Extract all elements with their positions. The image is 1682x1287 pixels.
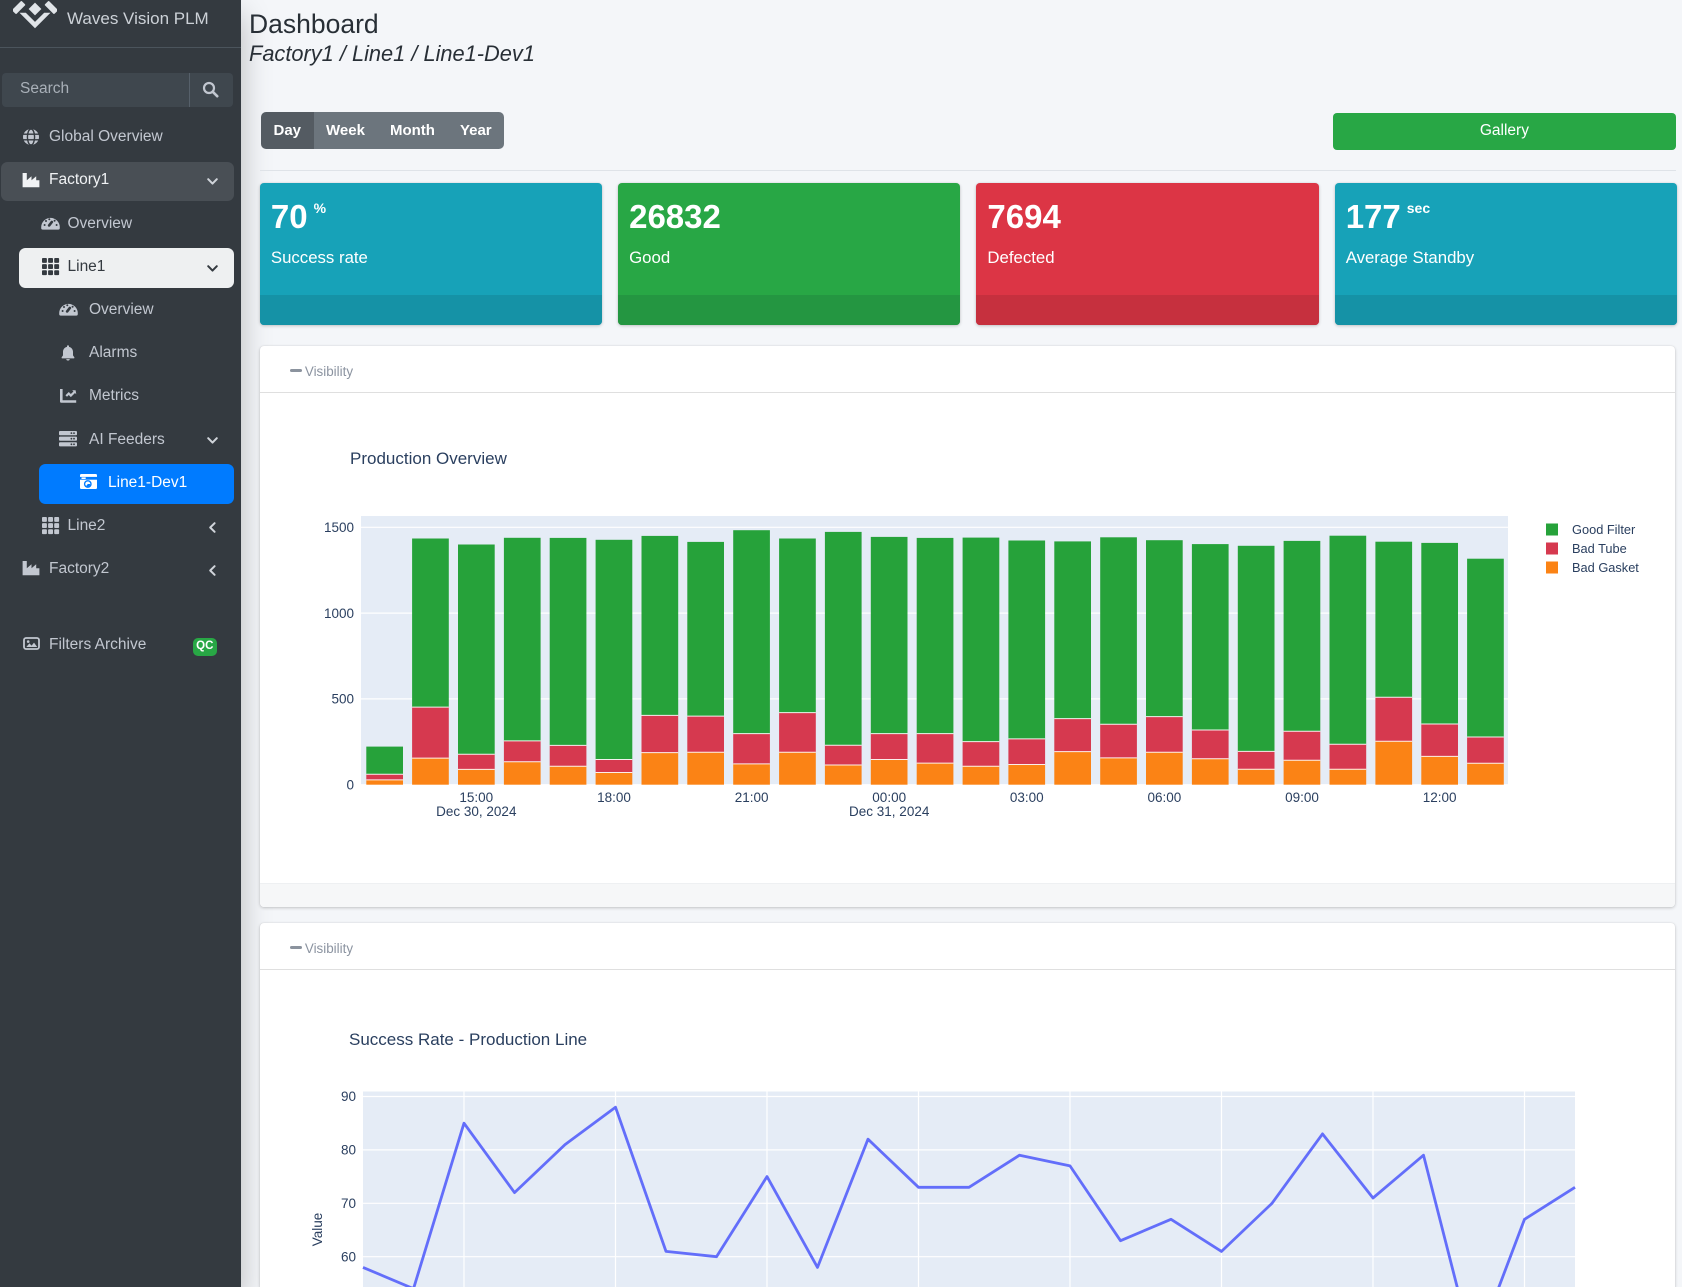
svg-text:500: 500	[331, 692, 354, 707]
svg-text:80: 80	[341, 1142, 356, 1157]
svg-text:12:00: 12:00	[1423, 790, 1457, 805]
svg-text:70: 70	[341, 1196, 356, 1211]
svg-text:06:00: 06:00	[1148, 790, 1182, 805]
svg-text:1500: 1500	[324, 520, 354, 535]
svg-text:1000: 1000	[324, 606, 354, 621]
svg-text:09:00: 09:00	[1285, 790, 1319, 805]
svg-text:Good Filter: Good Filter	[1572, 522, 1636, 537]
svg-text:Success Rate - Production Line: Success Rate - Production Line	[349, 1030, 587, 1049]
svg-text:03:00: 03:00	[1010, 790, 1044, 805]
svg-text:18:00: 18:00	[597, 790, 631, 805]
svg-text:Bad Gasket: Bad Gasket	[1572, 560, 1639, 575]
svg-text:Production Overview: Production Overview	[350, 449, 508, 468]
svg-text:Dec 30, 2024: Dec 30, 2024	[436, 804, 517, 819]
svg-text:90: 90	[341, 1089, 356, 1104]
svg-text:0: 0	[346, 777, 354, 792]
svg-text:Value: Value	[310, 1212, 325, 1246]
svg-text:Bad Tube: Bad Tube	[1572, 541, 1627, 556]
svg-text:Dec 31, 2024: Dec 31, 2024	[849, 804, 930, 819]
svg-text:21:00: 21:00	[735, 790, 769, 805]
svg-text:60: 60	[341, 1249, 356, 1264]
svg-text:00:00: 00:00	[872, 790, 906, 805]
svg-text:15:00: 15:00	[459, 790, 493, 805]
